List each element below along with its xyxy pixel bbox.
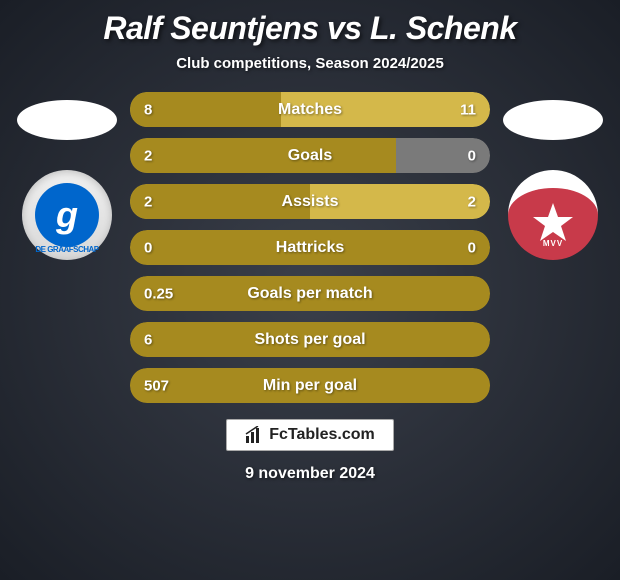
footer: FcTables.com 9 november 2024 — [0, 419, 620, 483]
stat-label: Matches — [278, 101, 342, 119]
player-left-face — [17, 100, 117, 140]
stat-label: Shots per goal — [254, 331, 365, 349]
stat-row: 8 11 Matches — [130, 92, 490, 127]
player-left-column: g DE GRAAFSCHAP — [12, 92, 122, 260]
brand-logo: FcTables.com — [226, 419, 394, 451]
stat-label: Min per goal — [263, 377, 357, 395]
stat-label: Goals — [288, 147, 332, 165]
stat-row: 6 Shots per goal — [130, 322, 490, 357]
stat-value-left: 0.25 — [144, 285, 173, 302]
stat-value-left: 8 — [144, 101, 152, 118]
stat-bars: 8 11 Matches 2 0 Goals 2 2 Assists 0 0 Hattricks 0.2… — [130, 92, 490, 403]
page-title: Ralf Seuntjens vs L. Schenk — [0, 10, 620, 47]
club-badge-left-name: DE GRAAFSCHAP — [22, 245, 112, 254]
stat-value-left: 2 — [144, 193, 152, 210]
brand-text: FcTables.com — [269, 426, 375, 444]
main-area: g DE GRAAFSCHAP 8 11 Matches 2 0 Goals 2 2 Assis… — [0, 92, 620, 403]
stat-label: Hattricks — [276, 239, 344, 257]
chart-icon — [245, 426, 263, 444]
stat-row: 2 2 Assists — [130, 184, 490, 219]
club-badge-left: g DE GRAAFSCHAP — [22, 170, 112, 260]
stat-value-left: 6 — [144, 331, 152, 348]
stat-value-left: 2 — [144, 147, 152, 164]
stat-row: 2 0 Goals — [130, 138, 490, 173]
stat-label: Goals per match — [247, 285, 372, 303]
stat-row: 0 0 Hattricks — [130, 230, 490, 265]
player-right-face — [503, 100, 603, 140]
footer-date: 9 november 2024 — [245, 465, 375, 483]
stat-value-right: 11 — [460, 101, 476, 118]
stat-value-right: 0 — [468, 239, 476, 256]
club-badge-left-initial: g — [35, 183, 99, 247]
stat-value-left: 0 — [144, 239, 152, 256]
infographic: Ralf Seuntjens vs L. Schenk Club competi… — [0, 0, 620, 580]
page-subtitle: Club competitions, Season 2024/2025 — [0, 55, 620, 72]
player-right-column: MVV — [498, 92, 608, 260]
stat-row: 507 Min per goal — [130, 368, 490, 403]
stat-row: 0.25 Goals per match — [130, 276, 490, 311]
club-badge-right-name: MVV — [543, 239, 563, 248]
club-badge-right: MVV — [508, 170, 598, 260]
stat-value-right: 0 — [468, 147, 476, 164]
stat-label: Assists — [282, 193, 339, 211]
stat-value-left: 507 — [144, 377, 169, 394]
stat-value-right: 2 — [468, 193, 476, 210]
